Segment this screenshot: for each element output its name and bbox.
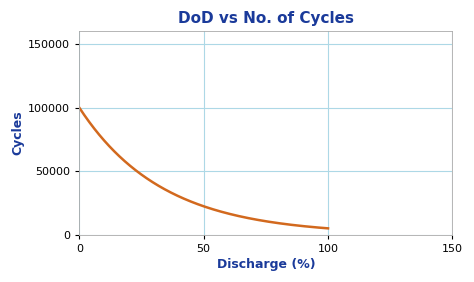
Y-axis label: Cycles: Cycles (11, 111, 24, 155)
Title: DoD vs No. of Cycles: DoD vs No. of Cycles (178, 11, 354, 26)
X-axis label: Discharge (%): Discharge (%) (217, 258, 315, 271)
